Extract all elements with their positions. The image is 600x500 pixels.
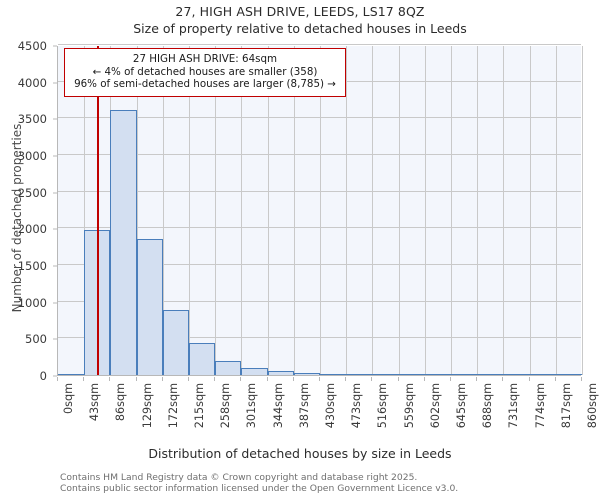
x-axis-tick-mark (450, 377, 451, 381)
x-axis-tick-label: 172sqm (166, 383, 180, 429)
x-axis-tick-label: 86sqm (114, 383, 128, 422)
x-axis-tick-label: 860sqm (586, 383, 599, 429)
y-axis-tick-label: 0 (39, 369, 47, 383)
histogram-bar (372, 374, 399, 375)
y-axis-tick-label: 4000 (17, 75, 47, 90)
x-axis-tick-mark (371, 377, 373, 381)
annotation-line-1: 27 HIGH ASH DRIVE: 64sqm (132, 53, 278, 65)
y-axis-tick-label: 1000 (17, 295, 47, 310)
y-axis-tick-mark (53, 302, 57, 304)
property-marker-line (96, 46, 99, 375)
x-axis-tick-mark (57, 377, 58, 381)
y-axis-tick-label: 3000 (17, 149, 47, 163)
x-axis-tick-label: 473sqm (350, 383, 364, 429)
histogram-bar (110, 109, 137, 375)
x-axis-tick-label: 43sqm (88, 383, 102, 422)
y-axis-tick-mark (53, 118, 57, 120)
histogram-bar (58, 374, 85, 375)
x-axis-tick-label: 602sqm (428, 383, 442, 429)
x-axis-tick-mark (214, 377, 216, 381)
y-axis-tick-mark (53, 155, 57, 157)
histogram-bar (241, 368, 268, 375)
x-axis-label: Distribution of detached houses by size … (148, 446, 452, 461)
histogram-bar (215, 361, 242, 375)
x-axis-tick-label: 516sqm (376, 383, 390, 429)
footer-line-1: Contains HM Land Registry data © Crown c… (60, 472, 418, 483)
histogram-bar (189, 342, 216, 375)
histogram-bar (136, 239, 163, 375)
x-axis-tick-label: 387sqm (297, 383, 311, 429)
y-axis-tick-label: 1500 (17, 259, 47, 273)
histogram-bar (267, 371, 294, 375)
x-axis-tick-label: 774sqm (533, 383, 547, 429)
x-axis-tick-mark (581, 377, 582, 381)
x-axis-tick-label: 559sqm (402, 383, 416, 429)
x-axis-tick-label: 430sqm (324, 383, 337, 429)
x-axis-tick-label: 258sqm (219, 383, 233, 429)
x-axis-tick-mark (240, 377, 242, 381)
x-axis-tick-mark (502, 377, 504, 381)
x-axis-tick-mark (266, 377, 268, 381)
x-axis-tick-label: 301sqm (245, 383, 259, 429)
histogram-bar (162, 310, 189, 375)
x-axis-tick-mark (528, 377, 530, 381)
x-axis-tick-mark (83, 377, 85, 381)
y-axis-tick-mark (53, 82, 57, 84)
x-axis-tick-mark (397, 377, 399, 381)
x-axis-tick-label: 688sqm (481, 383, 495, 429)
y-axis-tick-mark (53, 192, 57, 194)
y-axis-tick-mark (53, 375, 57, 377)
footer-line-2: Contains public sector information licen… (60, 483, 459, 494)
histogram-bar (529, 374, 556, 375)
chart-subtitle: Size of property relative to detached ho… (133, 21, 467, 36)
x-axis-tick-mark (135, 377, 137, 381)
histogram-bar (398, 374, 425, 375)
x-axis-tick-label: 645sqm (455, 383, 468, 429)
histogram-bar (293, 373, 320, 375)
x-axis-tick-mark (109, 377, 111, 381)
y-axis-tick-label: 2000 (17, 222, 47, 237)
x-axis-tick-mark (188, 377, 189, 381)
x-axis-tick-label: 817sqm (559, 383, 573, 429)
x-axis-tick-label: 215sqm (193, 383, 206, 429)
histogram-bar (503, 374, 530, 375)
x-axis-tick-mark (319, 377, 320, 381)
y-axis-tick-mark (53, 265, 57, 267)
y-axis-ticks: 0 500 1000 1500 2000 2500 3000 3500 4000 4500 (0, 39, 57, 383)
x-axis-tick-mark (345, 377, 347, 381)
y-axis-tick-mark (53, 338, 57, 340)
gridline-horizontal (58, 44, 581, 45)
gridline-vertical (582, 46, 583, 375)
x-axis-tick-label: 344sqm (271, 383, 285, 429)
y-axis-tick-label: 500 (25, 332, 47, 347)
histogram-bar (424, 374, 451, 375)
x-axis-tick-mark (476, 377, 478, 381)
x-axis-tick-label: 129sqm (140, 383, 154, 429)
histogram-bar (451, 374, 478, 375)
x-axis-tick-label: 0sqm (62, 383, 75, 414)
page-title: 27, HIGH ASH DRIVE, LEEDS, LS17 8QZ (175, 4, 425, 19)
x-axis-tick-label: 731sqm (507, 383, 521, 429)
footer-attribution: Contains HM Land Registry data © Crown c… (60, 472, 600, 494)
x-axis-tick-mark (423, 377, 425, 381)
y-axis-tick-label: 4500 (17, 39, 47, 53)
x-axis-tick-mark (292, 377, 294, 381)
y-axis-tick-mark (53, 45, 57, 47)
y-axis-tick-mark (53, 228, 57, 230)
x-axis-ticks: 0sqm 43sqm 86sqm 129sqm 172sqm 215sqm 258sqm 30… (57, 377, 599, 447)
annotation-line-2: ← 4% of detached houses are smaller (358… (92, 65, 318, 78)
histogram-bar (320, 374, 347, 375)
annotation-line-3: 96% of semi-detached houses are larger (… (74, 78, 336, 90)
x-axis-tick-mark (161, 377, 163, 381)
histogram-bar (477, 374, 504, 375)
x-axis-tick-mark (554, 377, 556, 381)
y-axis-tick-label: 3500 (17, 112, 47, 127)
histogram-bar (555, 374, 582, 375)
histogram-bar (346, 374, 373, 375)
y-axis-tick-label: 2500 (17, 185, 47, 200)
histogram-bars (58, 46, 582, 375)
annotation-box: 27 HIGH ASH DRIVE: 64sqm ← 4% of detache… (64, 48, 346, 97)
